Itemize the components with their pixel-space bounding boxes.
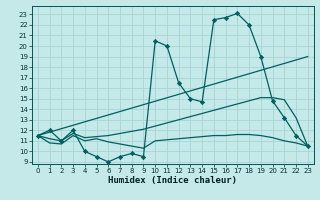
X-axis label: Humidex (Indice chaleur): Humidex (Indice chaleur)	[108, 176, 237, 185]
